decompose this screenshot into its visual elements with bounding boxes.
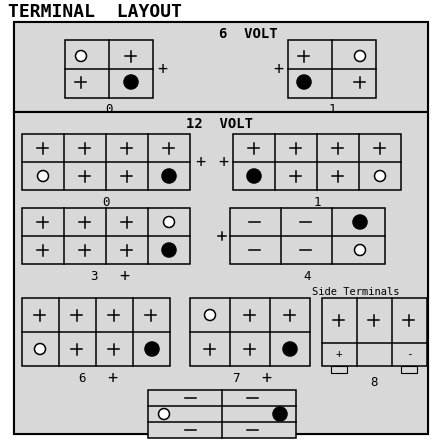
Bar — [322, 298, 427, 366]
Bar — [233, 134, 401, 190]
Circle shape — [205, 310, 215, 320]
Text: 4: 4 — [303, 269, 311, 283]
Circle shape — [163, 217, 175, 228]
Bar — [14, 112, 428, 434]
Bar — [22, 298, 170, 366]
Bar — [331, 366, 347, 373]
Text: 12  VOLT: 12 VOLT — [187, 117, 253, 131]
Text: 8: 8 — [370, 377, 378, 389]
Circle shape — [354, 245, 365, 256]
Bar — [22, 208, 190, 264]
Text: +: + — [157, 60, 167, 78]
Text: 1: 1 — [313, 195, 321, 209]
Text: 6: 6 — [78, 372, 86, 385]
Circle shape — [124, 75, 138, 89]
Circle shape — [273, 407, 287, 421]
Circle shape — [145, 342, 159, 356]
Circle shape — [297, 75, 311, 89]
Text: +: + — [195, 153, 205, 171]
Bar — [401, 366, 417, 373]
Text: +: + — [107, 369, 117, 387]
Text: 6  VOLT: 6 VOLT — [219, 27, 277, 41]
Circle shape — [353, 215, 367, 229]
Text: +: + — [261, 369, 271, 387]
Bar — [22, 134, 190, 190]
Text: +: + — [218, 153, 228, 171]
Circle shape — [162, 169, 176, 183]
Circle shape — [38, 171, 48, 182]
Text: +: + — [273, 60, 283, 78]
Bar — [148, 390, 296, 438]
Bar — [14, 22, 428, 112]
Text: 7: 7 — [232, 372, 240, 385]
Text: TERMINAL  LAYOUT: TERMINAL LAYOUT — [8, 3, 182, 21]
Circle shape — [247, 169, 261, 183]
Text: 1: 1 — [328, 102, 336, 116]
Text: -: - — [406, 349, 412, 359]
Bar — [190, 298, 310, 366]
Bar — [230, 208, 385, 264]
Text: 0: 0 — [105, 102, 113, 116]
Circle shape — [354, 51, 365, 62]
Circle shape — [35, 343, 46, 354]
Text: Side Terminals: Side Terminals — [312, 287, 400, 297]
Text: 3: 3 — [90, 269, 98, 283]
Text: +: + — [119, 267, 129, 285]
Bar — [65, 40, 153, 98]
Text: 0: 0 — [102, 195, 110, 209]
Circle shape — [374, 171, 385, 182]
Circle shape — [283, 342, 297, 356]
Bar — [288, 40, 376, 98]
Circle shape — [162, 243, 176, 257]
Circle shape — [75, 51, 86, 62]
Circle shape — [159, 408, 170, 420]
Text: +: + — [336, 349, 342, 359]
